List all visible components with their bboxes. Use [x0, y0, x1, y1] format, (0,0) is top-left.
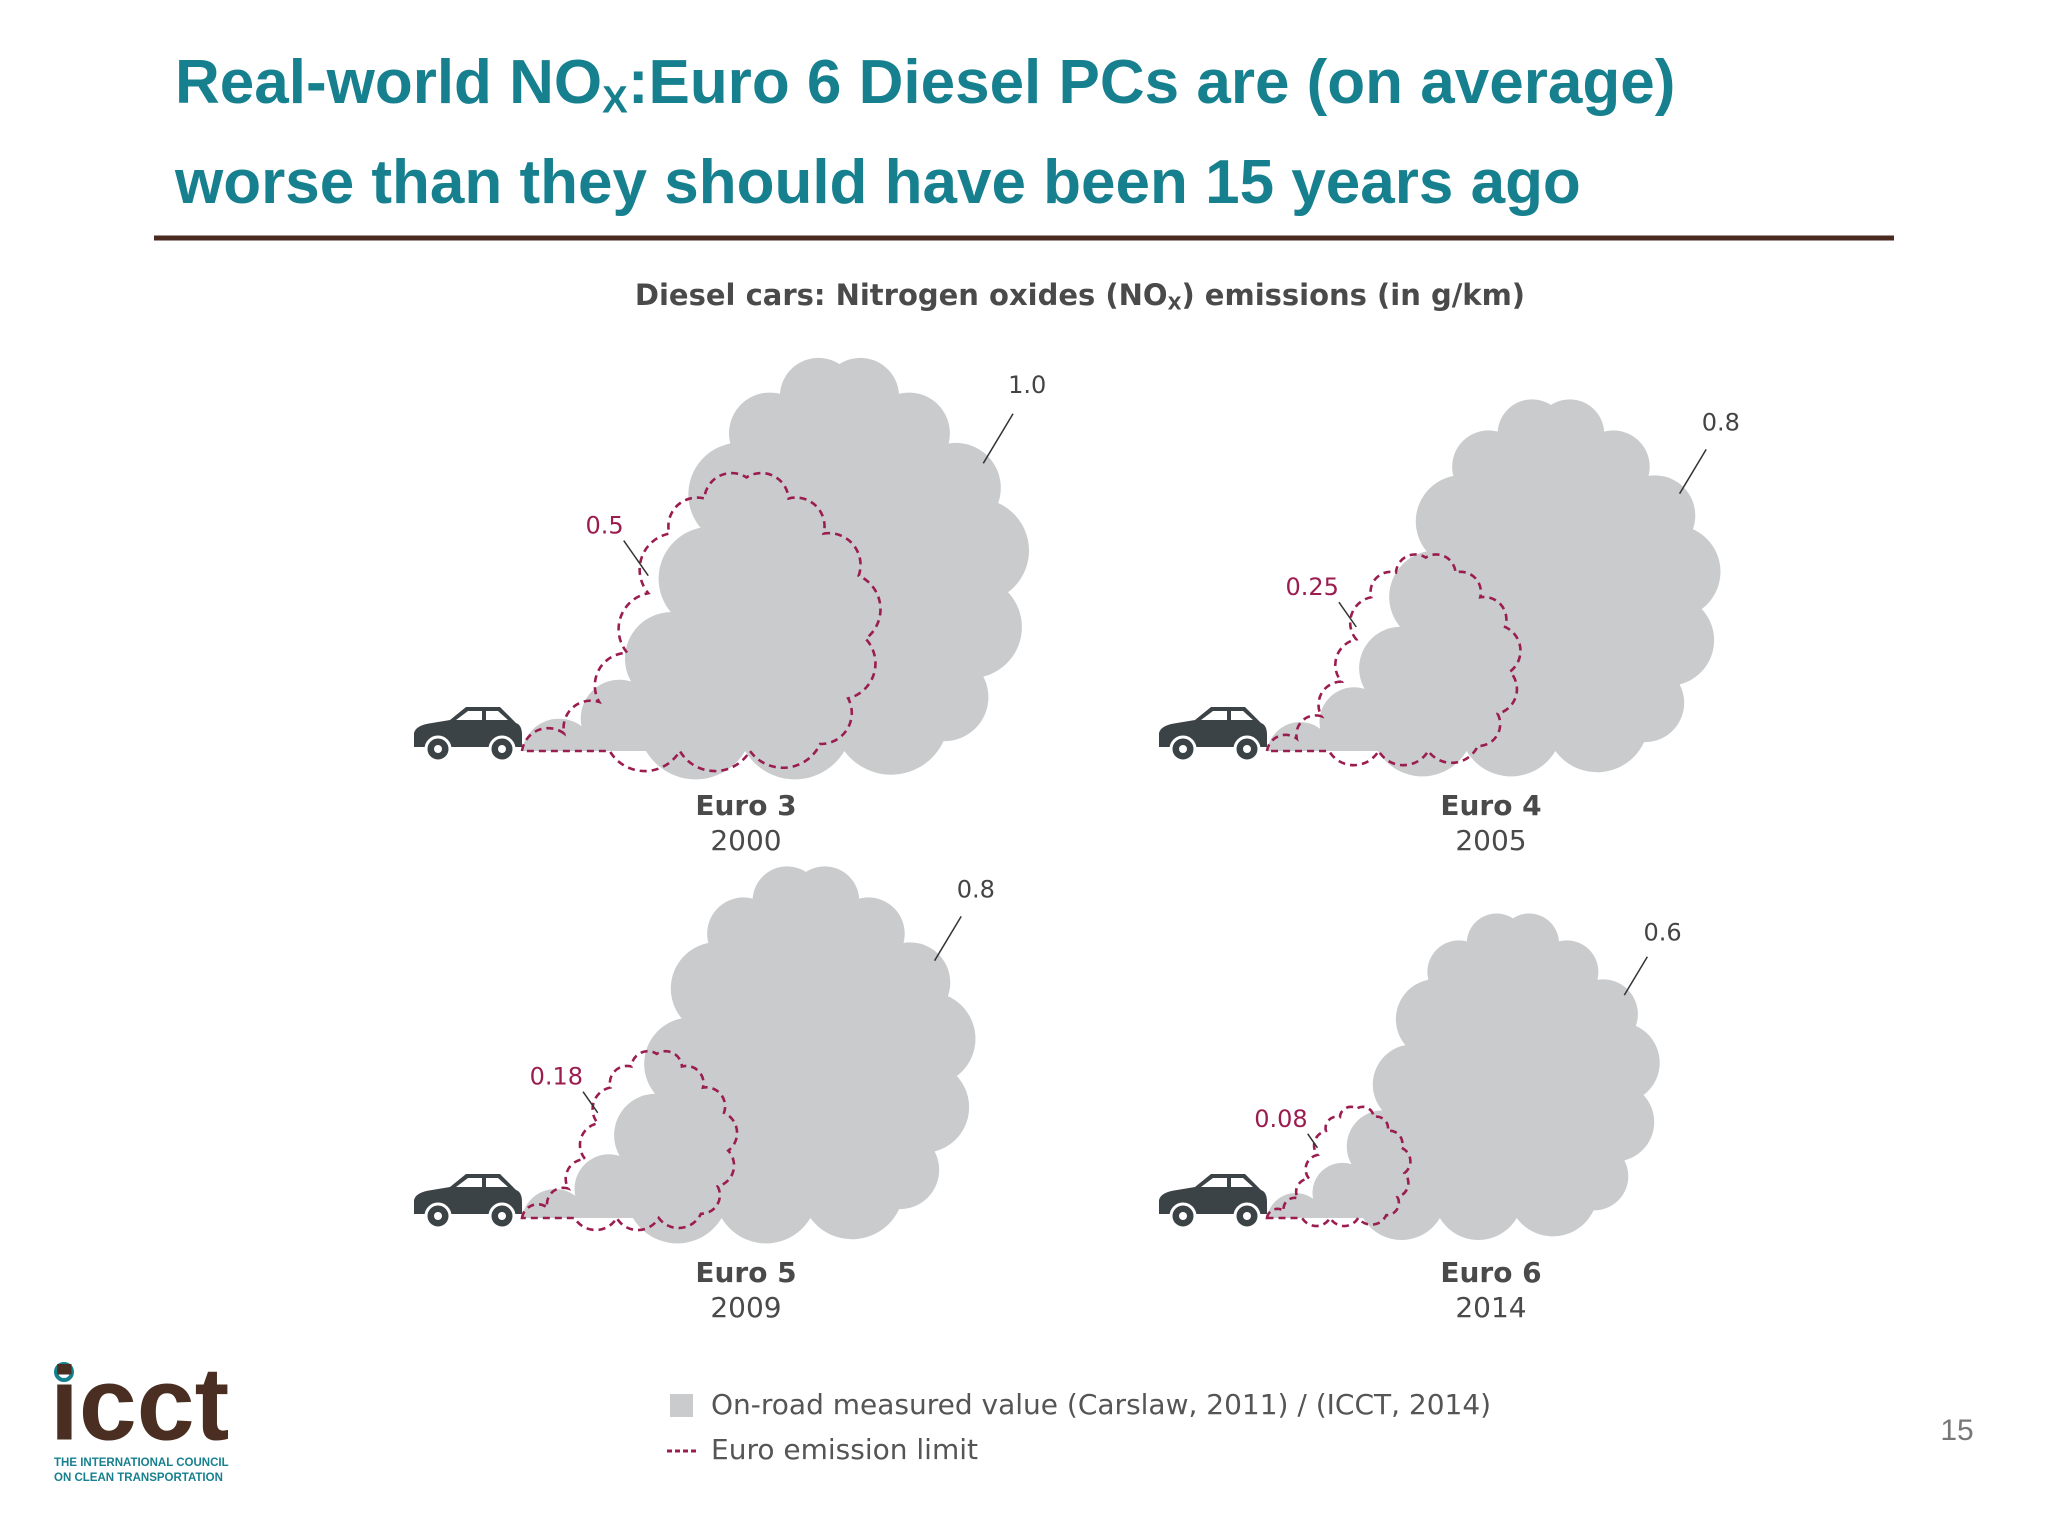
measured-label: 1.0 [1008, 371, 1046, 399]
measured-cloud [1267, 399, 1721, 777]
car [1159, 1174, 1267, 1230]
title-text: Real-world NO [175, 48, 603, 117]
leader-line [933, 915, 962, 962]
chart-title: Diesel cars: Nitrogen oxides (NOX) emiss… [0, 278, 2048, 314]
car-hub [1243, 1212, 1251, 1220]
leader-line [1678, 448, 1707, 495]
year-label: 2000 [710, 824, 781, 857]
limit-cloud [1265, 1105, 1412, 1228]
limit-label: 0.18 [530, 1063, 583, 1091]
logo-subtitle: ON CLEAN TRANSPORTATION [54, 1472, 223, 1484]
legend-label: On-road measured value (Carslaw, 2011) /… [711, 1388, 1491, 1421]
car-hub [1243, 745, 1251, 753]
car-window [456, 1178, 508, 1187]
limit-cloud [520, 1049, 739, 1232]
title-subscript: X [602, 78, 628, 122]
title-text: worse than they should have been 15 year… [175, 147, 1581, 217]
limit-label: 0.25 [1285, 573, 1338, 601]
chart-title-text: ) emissions (in g/km) [1181, 278, 1526, 312]
car [1159, 707, 1267, 763]
measured-cloud [522, 357, 1029, 780]
car-hub [434, 745, 442, 753]
page-number: 15 [1940, 1414, 1973, 1447]
measured-cloud [1267, 913, 1660, 1240]
measured-cloud [522, 866, 976, 1244]
leader-line [582, 1091, 599, 1114]
car [414, 1174, 522, 1230]
chart-title-text: Diesel cars: Nitrogen oxides (NO [634, 278, 1168, 312]
car-hub [1179, 745, 1187, 753]
legend-swatch [670, 1394, 693, 1417]
logo-subtitle: THE INTERNATIONAL COUNCIL [54, 1457, 229, 1469]
logo-dot [54, 1362, 74, 1382]
limit-cloud [1265, 553, 1522, 767]
limit-label: 0.5 [586, 512, 624, 540]
category-label: Euro 6 [1440, 1256, 1541, 1289]
car-hub [498, 745, 506, 753]
legend-label: Euro emission limit [711, 1433, 978, 1466]
limit-label: 0.08 [1254, 1105, 1307, 1133]
year-label: 2014 [1455, 1291, 1526, 1324]
car-window [1201, 711, 1253, 720]
car-window [456, 711, 508, 720]
leader-line [1338, 601, 1357, 628]
car-hub [434, 1212, 442, 1220]
measured-label: 0.8 [957, 876, 995, 904]
leader-line [623, 540, 649, 577]
category-label: Euro 5 [695, 1256, 796, 1289]
limit-cloud [520, 471, 882, 773]
leader-line [1623, 956, 1649, 996]
car-window [1201, 1178, 1253, 1187]
measured-label: 0.8 [1702, 409, 1740, 437]
leader-line [982, 413, 1014, 464]
title-text: :Euro 6 Diesel PCs are (on average) [627, 48, 1676, 117]
category-label: Euro 3 [695, 789, 796, 822]
leader-line [1307, 1133, 1319, 1149]
category-label: Euro 4 [1440, 789, 1541, 822]
car [414, 707, 522, 763]
chart-title-subscript: X [1167, 293, 1182, 315]
measured-label: 0.6 [1644, 918, 1682, 946]
car-hub [1179, 1212, 1187, 1220]
car-hub [498, 1212, 506, 1220]
year-label: 2009 [710, 1291, 781, 1324]
slide-title: Real-world NOX:Euro 6 Diesel PCs are (on… [175, 42, 1675, 224]
logo: icct [50, 1346, 229, 1462]
year-label: 2005 [1455, 824, 1526, 857]
